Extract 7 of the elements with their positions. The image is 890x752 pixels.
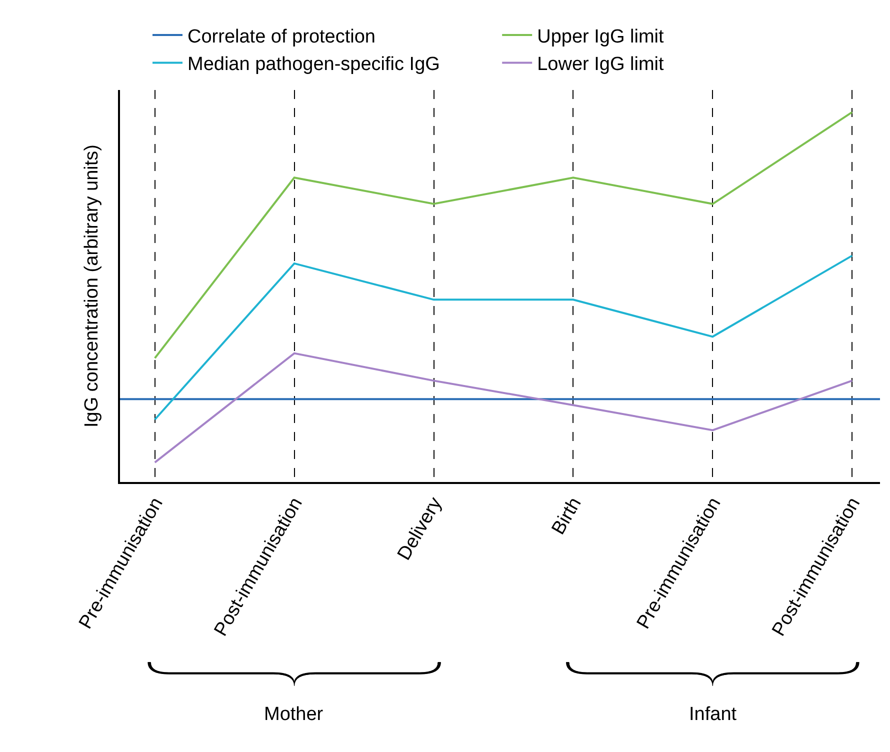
text: Mother [264,704,324,725]
legend-label: Median pathogen-specific IgG [188,54,440,76]
legend-label: Upper IgG limit [537,26,665,48]
y-axis-title: IgG concentration (arbitrary units) [81,144,102,428]
legend-label: Lower IgG limit [537,54,665,76]
legend-label: Correlate of protection [188,26,376,48]
text: Infant [689,704,738,725]
